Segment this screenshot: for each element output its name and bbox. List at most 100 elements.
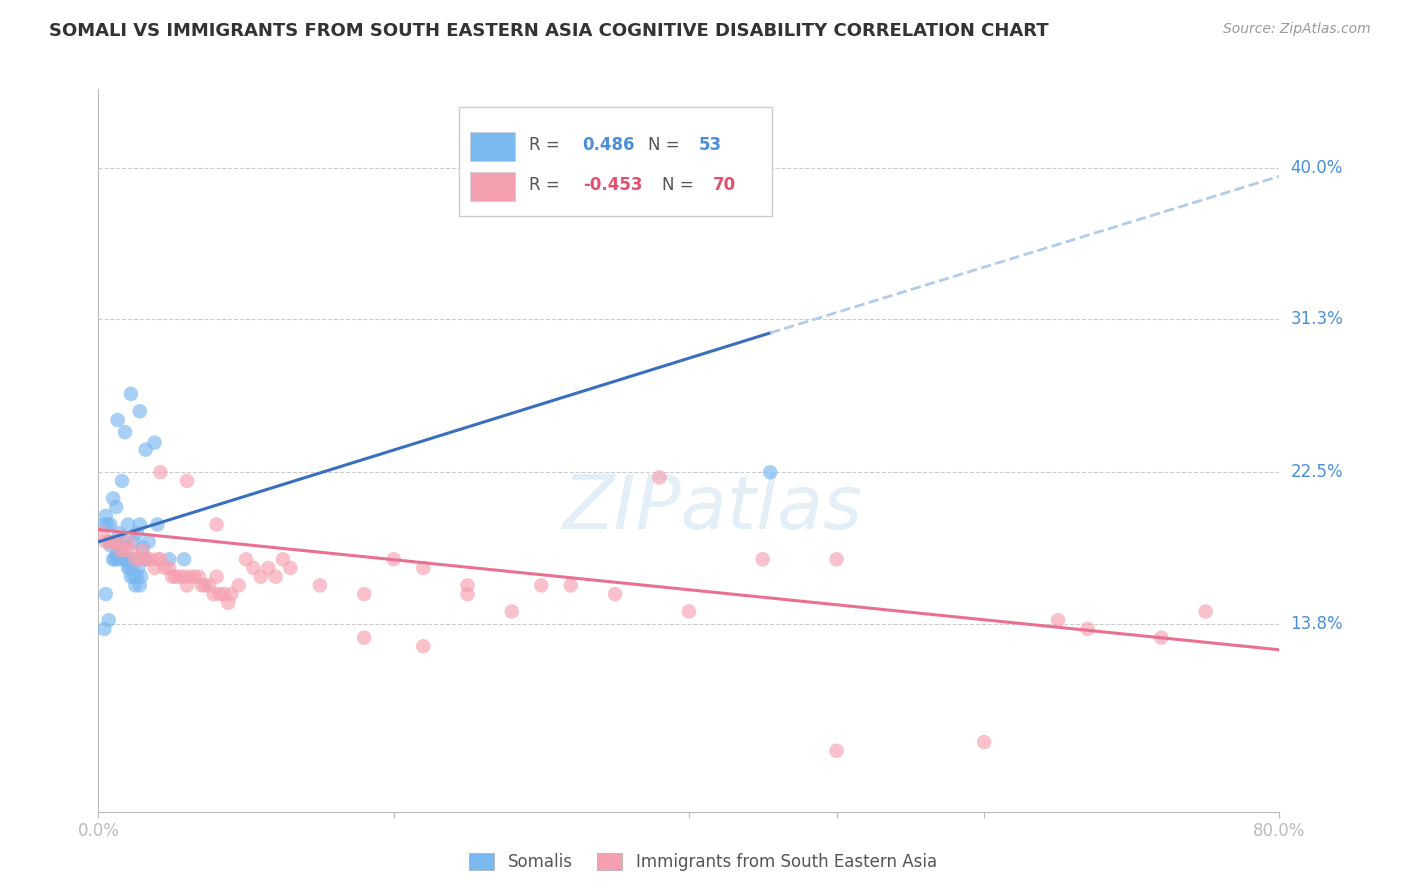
Point	[114, 543, 136, 558]
Point	[457, 578, 479, 592]
Point	[146, 517, 169, 532]
Point	[128, 552, 150, 566]
Point	[107, 413, 129, 427]
Point	[162, 570, 183, 584]
Point	[135, 552, 157, 566]
Point	[530, 578, 553, 592]
Point	[187, 570, 209, 584]
Point	[98, 534, 121, 549]
Point	[149, 552, 172, 566]
Point	[264, 570, 287, 584]
Point	[94, 508, 117, 523]
Point	[117, 517, 139, 532]
Point	[115, 552, 138, 566]
Text: R =: R =	[530, 177, 565, 194]
Point	[98, 517, 121, 532]
Point	[128, 517, 150, 532]
Point	[412, 640, 434, 654]
Point	[1195, 605, 1218, 619]
Text: SOMALI VS IMMIGRANTS FROM SOUTH EASTERN ASIA COGNITIVE DISABILITY CORRELATION CH: SOMALI VS IMMIGRANTS FROM SOUTH EASTERN …	[49, 22, 1049, 40]
Text: 22.5%: 22.5%	[1291, 463, 1343, 481]
Point	[173, 570, 195, 584]
Point	[121, 561, 143, 575]
Point	[91, 526, 114, 541]
Point	[97, 613, 120, 627]
Point	[560, 578, 582, 592]
Point	[1046, 613, 1070, 627]
Point	[114, 552, 136, 566]
Point	[128, 578, 150, 592]
Point	[143, 435, 166, 450]
Point	[135, 552, 157, 566]
Point	[103, 534, 125, 549]
Point	[118, 561, 141, 575]
Point	[457, 587, 479, 601]
Point	[124, 552, 146, 566]
Point	[93, 622, 115, 636]
Point	[110, 543, 132, 558]
Text: 40.0%: 40.0%	[1291, 159, 1343, 177]
Point	[108, 550, 131, 565]
Text: 53: 53	[699, 136, 721, 153]
Point	[179, 570, 201, 584]
Text: 0.486: 0.486	[582, 136, 636, 153]
Point	[97, 534, 120, 549]
Point	[1077, 622, 1099, 636]
Point	[105, 534, 128, 549]
Point	[221, 587, 243, 601]
Point	[93, 517, 115, 532]
Point	[973, 735, 995, 749]
Point	[122, 534, 145, 549]
Text: 70: 70	[713, 177, 735, 194]
Legend: Somalis, Immigrants from South Eastern Asia: Somalis, Immigrants from South Eastern A…	[461, 845, 945, 880]
Point	[257, 561, 280, 575]
Point	[108, 526, 131, 541]
Point	[605, 587, 627, 601]
Point	[120, 570, 142, 584]
Point	[183, 570, 205, 584]
Point	[111, 538, 134, 552]
Point	[205, 570, 228, 584]
Text: R =: R =	[530, 136, 565, 153]
Point	[105, 500, 128, 514]
Point	[648, 470, 671, 484]
Point	[120, 387, 142, 401]
Point	[117, 561, 139, 575]
Point	[96, 517, 118, 532]
Point	[678, 605, 700, 619]
Point	[382, 552, 405, 566]
Point	[198, 578, 221, 592]
Point	[309, 578, 332, 592]
Point	[94, 534, 117, 549]
Point	[212, 587, 235, 601]
Point	[202, 587, 225, 601]
Point	[112, 552, 135, 566]
Point	[114, 425, 136, 440]
Point	[138, 534, 160, 549]
Point	[353, 631, 375, 645]
Text: N =: N =	[662, 177, 699, 194]
Text: -0.453: -0.453	[582, 177, 643, 194]
Text: 31.3%: 31.3%	[1291, 310, 1343, 328]
Point	[149, 465, 172, 479]
Point	[117, 534, 139, 549]
Point	[153, 561, 176, 575]
Point	[501, 605, 523, 619]
Point	[169, 570, 191, 584]
Point	[250, 570, 273, 584]
Point	[107, 552, 129, 566]
Point	[191, 578, 214, 592]
Point	[120, 543, 142, 558]
Point	[280, 561, 302, 575]
Text: Source: ZipAtlas.com: Source: ZipAtlas.com	[1223, 22, 1371, 37]
Point	[114, 534, 136, 549]
Point	[104, 552, 127, 566]
Point	[165, 570, 187, 584]
Point	[94, 587, 117, 601]
Point	[122, 570, 145, 584]
Point	[143, 561, 166, 575]
Point	[271, 552, 294, 566]
Point	[759, 465, 782, 479]
Point	[111, 474, 134, 488]
Point	[194, 578, 217, 592]
